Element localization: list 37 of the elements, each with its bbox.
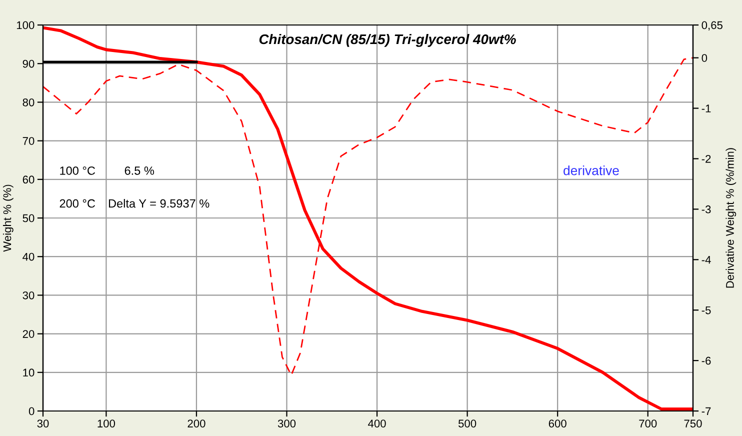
y-tick-label: 100 <box>16 21 34 30</box>
y-tick-label: 50 <box>22 214 34 222</box>
x-tick-label: 100 <box>98 420 116 428</box>
y-tick-label: 10 <box>23 368 34 377</box>
annotation: derivative <box>564 166 619 176</box>
y-tick-label: 70 <box>22 137 34 145</box>
y2-tick-label: -3 <box>702 205 711 214</box>
y-axis-title: Weight % (%) <box>2 184 14 252</box>
y2-tick-label: 0,65 <box>702 21 722 30</box>
y-tick-label: 30 <box>22 291 34 300</box>
y-tick-label: 20 <box>22 330 34 338</box>
annotation: 200 °C <box>60 199 96 208</box>
annotation: 6.5 % <box>124 166 154 175</box>
x-tick-label: 600 <box>548 420 566 428</box>
text: Chitosan/CN (85/15) Tri-glycerol 40wt% <box>259 34 516 47</box>
annotation: 100 °C <box>60 166 96 175</box>
x-tick-label: 500 <box>458 420 476 428</box>
y2-axis-title: Derivative Weight % (%/min) <box>726 148 736 288</box>
y2-tick-label: -2 <box>702 154 711 163</box>
x-tick-label: 30 <box>37 420 49 428</box>
y-tick-label: 80 <box>22 98 34 106</box>
y2-tick-label: 0 <box>702 54 708 62</box>
x-tick-label: 200 <box>188 420 206 428</box>
x-tick-label: 300 <box>278 420 296 428</box>
annotation: Delta Y = 9.5937 % <box>108 198 210 208</box>
y2-tick-label: -1 <box>702 104 711 112</box>
y-tick-label: 60 <box>22 176 34 184</box>
x-tick-label: 400 <box>368 420 386 428</box>
x-tick-label: 700 <box>639 420 657 428</box>
y2-tick-label: -5 <box>702 306 711 314</box>
x-tick-label: 750 <box>684 420 702 428</box>
y2-tick-label: -6 <box>702 356 711 365</box>
y-tick-label: 40 <box>22 252 34 261</box>
y2-tick-label: -7 <box>702 407 711 416</box>
y2-tick-label: -4 <box>702 256 711 264</box>
y-tick-label: 0 <box>28 407 34 416</box>
y-tick-label: 90 <box>22 60 34 68</box>
